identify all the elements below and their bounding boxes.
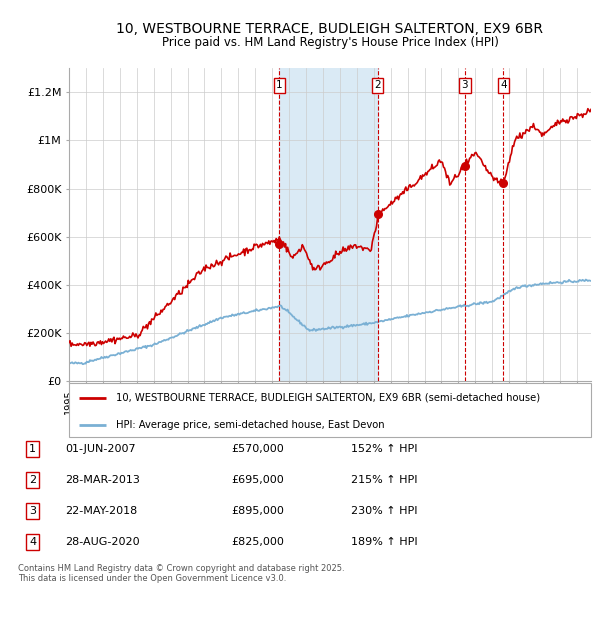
Text: 28-MAR-2013: 28-MAR-2013 [65, 475, 140, 485]
Text: 22-MAY-2018: 22-MAY-2018 [65, 506, 137, 516]
Text: 189% ↑ HPI: 189% ↑ HPI [350, 537, 417, 547]
Text: 1: 1 [276, 80, 283, 91]
Text: HPI: Average price, semi-detached house, East Devon: HPI: Average price, semi-detached house,… [116, 420, 385, 430]
Text: 3: 3 [29, 506, 36, 516]
Text: 10, WESTBOURNE TERRACE, BUDLEIGH SALTERTON, EX9 6BR: 10, WESTBOURNE TERRACE, BUDLEIGH SALTERT… [116, 22, 544, 36]
Text: £895,000: £895,000 [232, 506, 284, 516]
Text: 28-AUG-2020: 28-AUG-2020 [65, 537, 140, 547]
Text: £825,000: £825,000 [232, 537, 284, 547]
Text: £570,000: £570,000 [232, 445, 284, 454]
Text: Contains HM Land Registry data © Crown copyright and database right 2025.
This d: Contains HM Land Registry data © Crown c… [18, 564, 344, 583]
Text: Price paid vs. HM Land Registry's House Price Index (HPI): Price paid vs. HM Land Registry's House … [161, 36, 499, 49]
Text: 10, WESTBOURNE TERRACE, BUDLEIGH SALTERTON, EX9 6BR (semi-detached house): 10, WESTBOURNE TERRACE, BUDLEIGH SALTERT… [116, 393, 540, 403]
Bar [279, 68, 378, 381]
Text: 1: 1 [29, 445, 36, 454]
Text: 4: 4 [500, 80, 506, 91]
Text: 2: 2 [374, 80, 381, 91]
Text: 215% ↑ HPI: 215% ↑ HPI [350, 475, 417, 485]
Text: 152% ↑ HPI: 152% ↑ HPI [350, 445, 417, 454]
Text: 4: 4 [29, 537, 36, 547]
Text: 2: 2 [29, 475, 36, 485]
Text: 01-JUN-2007: 01-JUN-2007 [65, 445, 136, 454]
Text: 3: 3 [461, 80, 468, 91]
Text: 230% ↑ HPI: 230% ↑ HPI [350, 506, 417, 516]
Text: £695,000: £695,000 [232, 475, 284, 485]
